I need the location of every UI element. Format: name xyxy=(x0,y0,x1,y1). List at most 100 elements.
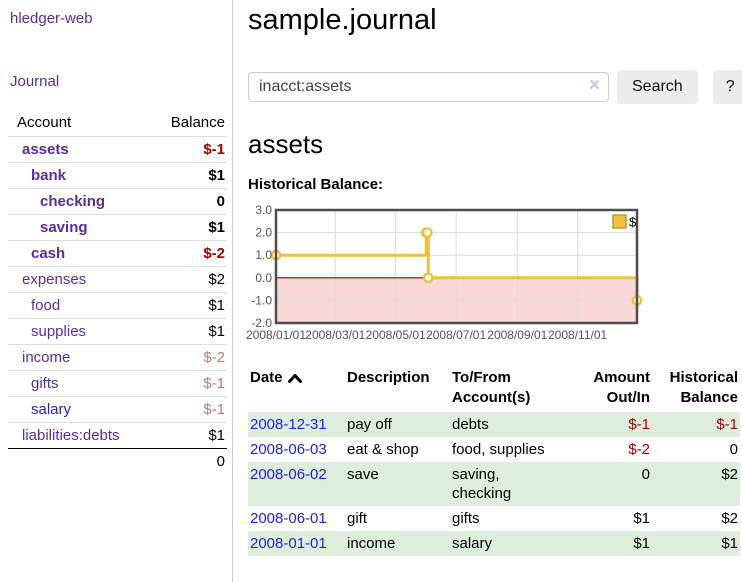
account-row: gifts $-1 xyxy=(8,370,227,397)
account-link-cash[interactable]: cash xyxy=(31,245,66,262)
transaction-description: eat & shop xyxy=(347,441,419,458)
transaction-balance: $2 xyxy=(721,466,738,483)
transaction-date-link[interactable]: 2008-01-01 xyxy=(250,535,327,552)
chart-svg: $ 3.0 2.0 1.0 0.0 -1.0 -2.0 2008/01/01 2… xyxy=(246,203,643,342)
legend-swatch xyxy=(612,214,627,229)
clear-search-icon[interactable]: × xyxy=(588,75,600,96)
page-title: sample.journal xyxy=(248,4,437,36)
transaction-date-link[interactable]: 2008-06-03 xyxy=(250,441,327,458)
account-link-salary[interactable]: salary xyxy=(31,401,72,418)
account-row: checking 0 xyxy=(8,188,227,215)
transaction-date-link[interactable]: 2008-12-31 xyxy=(250,416,327,433)
svg-text:2.0: 2.0 xyxy=(255,226,272,240)
account-link-saving[interactable]: saving xyxy=(40,219,88,236)
search-form: × Search ? xyxy=(248,70,742,104)
register-row: 2008-06-02 save saving, checking 0 $2 xyxy=(248,462,740,506)
accounts-header-account: Account xyxy=(17,114,72,131)
register-row: 2008-01-01 income salary $1 $1 xyxy=(248,531,740,556)
transaction-balance: $1 xyxy=(721,535,738,552)
account-link-liabilities-debts[interactable]: liabilities:debts xyxy=(22,427,120,444)
svg-text:2008/11/01: 2008/11/01 xyxy=(548,328,607,342)
transaction-amount: $-1 xyxy=(628,416,650,433)
accounts-total: 0 xyxy=(216,453,225,470)
date-header-label: Date xyxy=(250,369,283,386)
accounts-table: Account Balance assets $-1 bank $1 check… xyxy=(8,110,227,474)
account-balance: $-1 xyxy=(203,375,225,392)
account-balance: $-1 xyxy=(203,401,225,418)
account-balance: 0 xyxy=(216,193,225,210)
account-link-expenses[interactable]: expenses xyxy=(22,271,87,288)
transaction-description: gift xyxy=(347,510,368,527)
account-row: expenses $2 xyxy=(8,266,227,293)
account-link-assets[interactable]: assets xyxy=(22,141,69,158)
account-balance: $1 xyxy=(208,427,225,444)
account-link-food[interactable]: food xyxy=(31,297,61,314)
transaction-description: save xyxy=(347,466,379,483)
register-header-accounts: To/From Account(s) xyxy=(452,369,531,406)
account-row: cash $-2 xyxy=(8,240,227,267)
chart-legend: $ xyxy=(612,214,637,230)
account-row: saving $1 xyxy=(8,214,227,241)
y-axis-labels: 3.0 2.0 1.0 0.0 -1.0 -2.0 xyxy=(251,203,272,330)
account-heading: assets xyxy=(248,129,324,159)
sort-ascending-icon xyxy=(287,374,302,383)
register-row: 2008-06-01 gift gifts $1 $2 xyxy=(248,506,740,531)
brand-link[interactable]: hledger-web xyxy=(10,10,93,27)
svg-text:2008/09/01: 2008/09/01 xyxy=(487,328,547,342)
transaction-accounts: gifts xyxy=(452,510,480,527)
account-row: income $-2 xyxy=(8,344,227,371)
register-header-row: Date Description To/From Account(s) Amou… xyxy=(248,366,740,412)
svg-text:2008/03/01: 2008/03/01 xyxy=(305,328,365,342)
account-balance: $2 xyxy=(208,271,225,288)
account-row: food $1 xyxy=(8,292,227,319)
chart-heading: Historical Balance: xyxy=(248,176,384,193)
x-axis-labels: 2008/01/01 2008/03/01 2008/05/01 2008/07… xyxy=(246,328,608,342)
search-input[interactable] xyxy=(248,72,609,102)
transaction-accounts: food, supplies xyxy=(452,441,545,458)
svg-text:2008/07/01: 2008/07/01 xyxy=(426,328,486,342)
legend-label: $ xyxy=(629,215,637,230)
transaction-amount: $-2 xyxy=(628,441,650,458)
account-link-checking[interactable]: checking xyxy=(40,193,106,210)
search-button[interactable]: Search xyxy=(617,70,698,104)
svg-text:-1.0: -1.0 xyxy=(251,293,272,307)
accounts-total-row: 0 xyxy=(8,448,227,475)
account-link-supplies[interactable]: supplies xyxy=(31,323,87,340)
svg-text:3.0: 3.0 xyxy=(255,204,272,217)
help-button[interactable]: ? xyxy=(712,70,742,104)
transaction-balance: $2 xyxy=(721,510,738,527)
register-header-balance: Historical Balance xyxy=(669,369,738,406)
account-balance: $-2 xyxy=(203,349,225,366)
register-row: 2008-06-03 eat & shop food, supplies $-2… xyxy=(248,437,740,462)
register-header-date[interactable]: Date xyxy=(248,366,345,412)
account-link-income[interactable]: income xyxy=(22,349,71,366)
account-row: assets $-1 xyxy=(8,136,227,163)
search-box: × xyxy=(248,72,609,102)
register-header-amount: Amount Out/In xyxy=(593,369,650,406)
transaction-accounts: debts xyxy=(452,416,489,433)
transaction-date-link[interactable]: 2008-06-01 xyxy=(250,510,327,527)
main-content: sample.journal × Search ? assets Histori… xyxy=(246,0,742,556)
account-row: salary $-1 xyxy=(8,396,227,423)
transaction-accounts: salary xyxy=(452,535,493,552)
svg-text:1.0: 1.0 xyxy=(255,248,272,262)
account-balance: $1 xyxy=(208,323,225,340)
account-balance: $1 xyxy=(208,297,225,314)
register-table: Date Description To/From Account(s) Amou… xyxy=(248,366,740,556)
transaction-amount: $1 xyxy=(633,535,650,552)
sidebar-item-journal[interactable]: Journal xyxy=(10,73,60,90)
transaction-date-link[interactable]: 2008-06-02 xyxy=(250,466,327,483)
account-link-gifts[interactable]: gifts xyxy=(31,375,59,392)
register-row: 2008-12-31 pay off debts $-1 $-1 xyxy=(248,412,740,437)
svg-text:-2.0: -2.0 xyxy=(251,316,272,330)
plot-border xyxy=(274,208,639,325)
transaction-amount: $1 xyxy=(633,510,650,527)
vertical-gridlines xyxy=(334,210,579,323)
account-link-bank[interactable]: bank xyxy=(31,167,67,184)
account-row: liabilities:debts $1 xyxy=(8,422,227,449)
account-balance: $-1 xyxy=(203,141,225,158)
account-balance: $1 xyxy=(208,219,225,236)
account-balance: $1 xyxy=(208,167,225,184)
svg-text:2008/01/01: 2008/01/01 xyxy=(246,328,306,342)
